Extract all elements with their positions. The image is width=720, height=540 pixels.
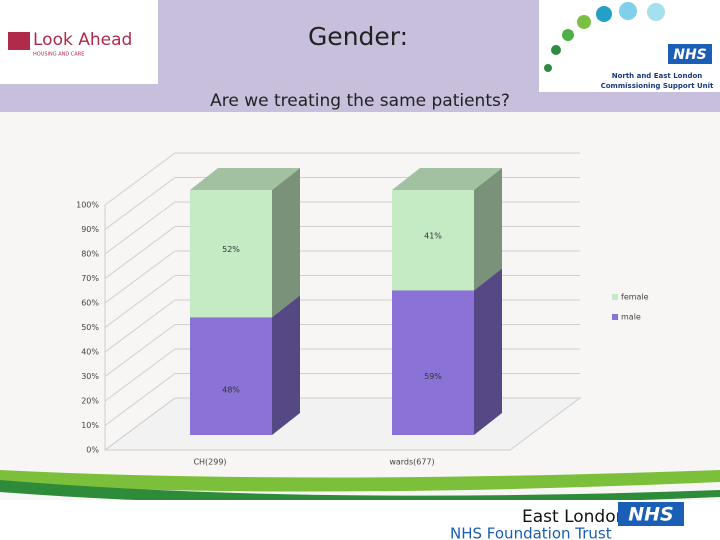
y-tick-label: 0% (86, 446, 99, 455)
y-tick-label: 80% (81, 250, 99, 259)
subtitle: Are we treating the same patients? (210, 91, 510, 111)
swoosh (0, 480, 720, 505)
grid-line (104, 275, 176, 328)
swoosh (0, 470, 720, 492)
legend-label: male (621, 313, 641, 322)
grid-line (104, 201, 176, 255)
dots (544, 2, 665, 72)
right-line1: North and East London (612, 72, 703, 80)
y-tick-label: 30% (81, 372, 99, 381)
grid-line (104, 226, 176, 279)
legend-swatch (612, 314, 618, 320)
y-tick-label: 60% (81, 299, 99, 308)
left-logo-icon (8, 32, 30, 50)
x-tick-label: CH(299) (193, 458, 226, 467)
footer-nhs-box (618, 502, 684, 526)
footer-nhs: NHS (628, 504, 674, 526)
grid-line (104, 152, 176, 206)
grid-line (104, 177, 176, 230)
y-tick-label: 40% (81, 348, 99, 357)
footer-name: East London (522, 507, 626, 527)
y-tick-label: 100% (76, 201, 99, 210)
y-tick-label: 20% (81, 397, 99, 406)
bar-side (474, 268, 502, 435)
y-tick-label: 90% (81, 225, 99, 234)
title: Gender: (308, 22, 408, 51)
bar-side (272, 295, 300, 435)
bar (190, 190, 272, 318)
grid-line (104, 250, 176, 304)
bar (190, 317, 272, 435)
grid-line (104, 324, 176, 377)
bar-side (474, 168, 502, 291)
value-label: 59% (424, 372, 442, 381)
bar-side (272, 168, 300, 318)
value-label: 48% (222, 386, 240, 395)
floor (103, 397, 582, 451)
y-tick-label: 10% (81, 421, 99, 430)
grid-line (104, 299, 176, 353)
left-logo-tagline: HOUSING AND CARE (33, 52, 84, 58)
grid-line (104, 348, 176, 402)
bar (392, 290, 474, 435)
grid-line (104, 373, 176, 426)
right-nhs: NHS (673, 47, 707, 63)
left-logo-name: Look Ahead (33, 30, 132, 50)
chart: 0% 10% 20% 30% 40% 50% 60% 70% 80% 90% 100% CH(299)… (76, 152, 649, 467)
y-tick-label: 50% (81, 323, 99, 332)
value-label: 41% (424, 232, 442, 241)
y-tick-label: 70% (81, 274, 99, 283)
legend-label: female (621, 293, 649, 302)
legend-swatch (612, 294, 618, 300)
value-label: 52% (222, 245, 240, 254)
x-tick-label: wards(677) (389, 458, 434, 467)
right-nhs-box (668, 44, 712, 64)
footer-trust: NHS Foundation Trust (450, 525, 612, 540)
bar-top (190, 168, 300, 190)
bar-top (392, 168, 502, 190)
footer (0, 500, 720, 540)
right-line2: Commissioning Support Unit (601, 82, 714, 90)
grid-line (104, 397, 176, 451)
bar (392, 190, 474, 291)
